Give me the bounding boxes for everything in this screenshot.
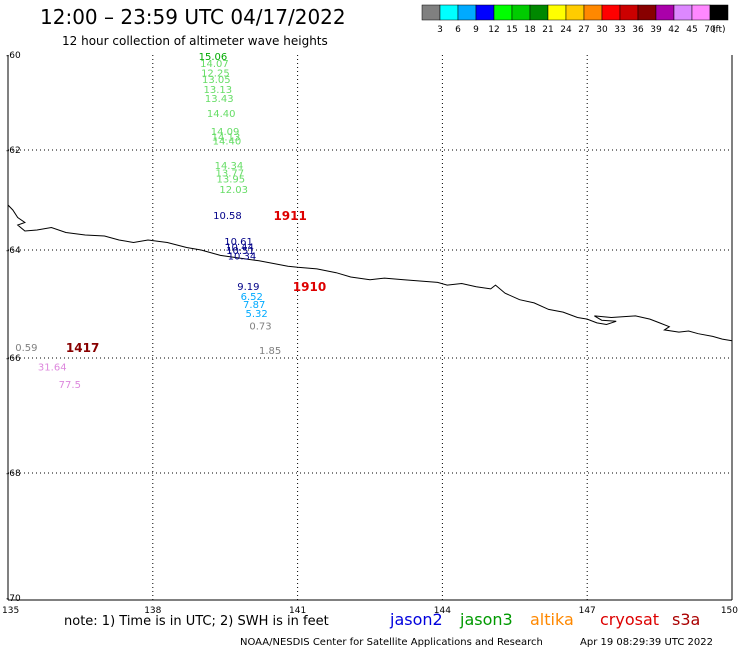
- legend-label: 39: [650, 25, 662, 35]
- antarctic-coastline: [7, 204, 733, 342]
- map-title: 12:00 – 23:59 UTC 04/17/2022: [40, 5, 346, 29]
- satellite-name: altika: [530, 610, 574, 629]
- legend-label: 3: [437, 25, 443, 35]
- satellite-name: jason2: [389, 610, 443, 629]
- legend-label: 9: [473, 25, 479, 35]
- wave-reading: 13.95: [217, 175, 246, 186]
- map-subtitle: 12 hour collection of altimeter wave hei…: [62, 34, 328, 48]
- lon-label: 135: [2, 606, 19, 616]
- legend-swatch: [475, 4, 495, 21]
- lon-label: 141: [289, 606, 306, 616]
- legend-label: 15: [506, 25, 517, 35]
- footer-timestamp: Apr 19 08:29:39 UTC 2022: [580, 637, 713, 648]
- legend-swatch: [583, 4, 603, 21]
- lon-label: 150: [721, 606, 738, 616]
- legend-swatch: [673, 4, 693, 21]
- wave-reading: 13.05: [202, 75, 231, 86]
- color-legend-labels: 3 6 9 12 15 18 21 24 27 30 33 36 39 42 45 70: [437, 25, 716, 35]
- legend-swatch: [511, 4, 531, 21]
- pass-labels: 1911 1910 1417: [66, 209, 326, 355]
- wave-reading: 14.13: [212, 133, 241, 144]
- legend-unit: (ft): [712, 25, 726, 35]
- wave-reading: 5.32: [245, 309, 267, 320]
- wave-reading: 1.85: [259, 346, 281, 357]
- wave-reading: 7.87: [243, 300, 265, 311]
- legend-swatch: [565, 4, 585, 21]
- legend-label: 27: [578, 25, 589, 35]
- satellite-name: cryosat: [600, 610, 659, 629]
- lat-label: -60: [6, 51, 21, 61]
- legend-label: 42: [668, 25, 679, 35]
- legend-label: 70: [704, 25, 716, 35]
- legend-label: 30: [596, 25, 608, 35]
- legend-swatch: [529, 4, 549, 21]
- legend-label: 36: [632, 25, 644, 35]
- wave-reading: 14.34: [215, 161, 244, 172]
- legend-swatch: [637, 4, 657, 21]
- lon-label: 138: [144, 606, 161, 616]
- wave-reading: 13.43: [205, 94, 234, 105]
- wave-reading: 10.51: [226, 246, 255, 257]
- legend-swatch: [619, 4, 639, 21]
- lat-label: -70: [6, 594, 21, 604]
- wave-reading: 12.03: [219, 185, 248, 196]
- legend-swatch: [655, 4, 675, 21]
- latitude-labels: -60 -62 -64 -66 -68 -70: [6, 51, 21, 604]
- legend-label: 12: [488, 25, 499, 35]
- legend-label: 21: [542, 25, 553, 35]
- wave-reading: 13.13: [203, 85, 232, 96]
- wave-reading: 9.19: [237, 282, 259, 293]
- wave-reading: 14.07: [200, 59, 229, 70]
- legend-swatch: [601, 4, 621, 21]
- footer-note: note: 1) Time is in UTC; 2) SWH is in fe…: [64, 614, 329, 629]
- legend-swatch: [493, 4, 513, 21]
- legend-swatch: [457, 4, 477, 21]
- lat-label: -64: [6, 246, 21, 256]
- legend-swatch: [421, 4, 441, 21]
- wave-reading: 10.61: [224, 237, 253, 248]
- lon-label: 147: [579, 606, 596, 616]
- wave-reading: 14.09: [211, 127, 240, 138]
- wave-reading: 14.40: [207, 109, 236, 120]
- wave-reading: 0.59: [15, 343, 37, 354]
- wave-reading: 14.40: [213, 137, 242, 148]
- wave-height-readings: 15.0614.0712.2513.0513.1313.4314.4014.09…: [15, 52, 281, 391]
- pass-number: 1910: [293, 280, 326, 294]
- wave-reading: 6.52: [241, 292, 263, 303]
- wave-reading: 10.58: [213, 211, 242, 222]
- satellite-legend: jason2 jason3 altika cryosat s3a: [389, 610, 700, 629]
- legend-swatch: [691, 4, 711, 21]
- lat-label: -68: [6, 469, 21, 479]
- lat-label: -66: [6, 354, 21, 364]
- legend-label: 6: [455, 25, 461, 35]
- satellite-name: jason3: [459, 610, 513, 629]
- legend-swatch: [547, 4, 567, 21]
- wave-reading: 12.25: [201, 69, 230, 80]
- legend-swatch: [709, 4, 729, 21]
- legend-label: 18: [524, 25, 536, 35]
- wave-reading: 10.44: [225, 243, 254, 254]
- wave-reading: 10.34: [228, 251, 257, 262]
- pass-number: 1911: [273, 209, 306, 223]
- legend-label: 45: [686, 25, 697, 35]
- lat-label: -62: [6, 146, 21, 156]
- legend-label: 33: [614, 25, 625, 35]
- legend-swatch: [439, 4, 459, 21]
- wave-reading: 77.5: [59, 380, 81, 391]
- map-frame: [7, 55, 733, 601]
- graticule: [8, 55, 732, 600]
- pass-number: 1417: [66, 341, 99, 355]
- legend-label: 24: [560, 25, 572, 35]
- wave-reading: 31.64: [38, 363, 67, 374]
- lon-label: 144: [434, 606, 451, 616]
- wave-reading: 0.73: [249, 322, 271, 333]
- footer-credit: NOAA/NESDIS Center for Satellite Applica…: [240, 637, 543, 648]
- longitude-labels: 135 138 141 144 147 150: [2, 606, 738, 616]
- wave-reading: 15.06: [199, 52, 228, 63]
- color-legend: [421, 4, 729, 21]
- satellite-name: s3a: [672, 610, 700, 629]
- wave-reading: 13.77: [216, 169, 245, 180]
